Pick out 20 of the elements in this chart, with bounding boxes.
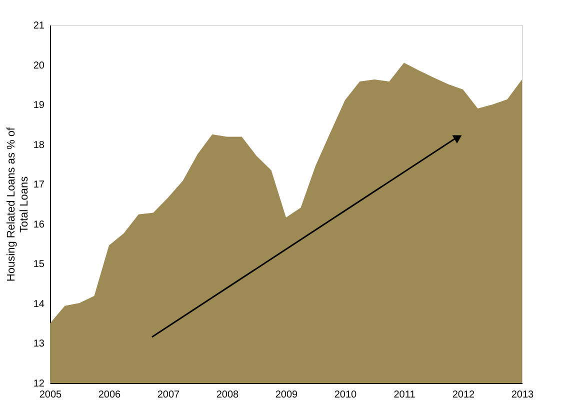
y-tick-label: 17 [33, 180, 45, 191]
x-tick-label: 2009 [275, 390, 298, 400]
y-tick-label: 19 [33, 100, 45, 112]
y-tick-label: 20 [33, 60, 45, 72]
y-tick-label: 16 [33, 219, 45, 230]
y-tick-label: 12 [33, 378, 45, 390]
x-tick-label: 2006 [98, 390, 122, 400]
y-tick-label: 14 [33, 298, 45, 310]
x-tick-label: 2007 [157, 390, 180, 400]
y-tick-label: 18 [33, 140, 45, 151]
y-tick-label: 15 [33, 259, 45, 270]
x-tick-label: 2012 [452, 390, 476, 400]
y-tick-label: 13 [33, 338, 45, 350]
x-tick-label: 2008 [216, 390, 240, 400]
y-tick-label: 21 [33, 20, 45, 32]
y-axis-title: Housing Related Loans as % of Total Loans [5, 126, 30, 282]
x-tick-label: 2013 [511, 390, 534, 400]
x-tick-label: 2011 [394, 390, 416, 400]
x-tick-label: 2005 [39, 390, 62, 400]
x-tick-label: 2010 [334, 390, 358, 400]
